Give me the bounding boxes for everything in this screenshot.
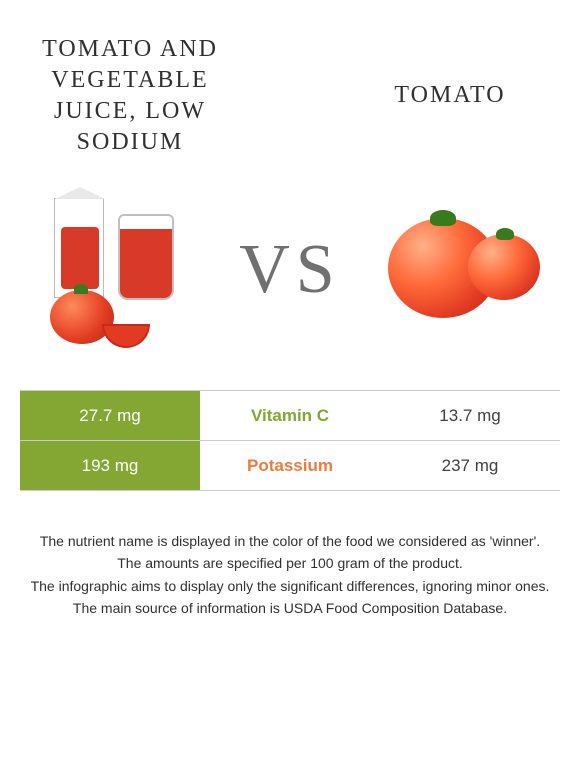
glass-icon <box>118 214 174 300</box>
tomato-slice-icon <box>102 324 150 348</box>
table-row: 193 mgPotassium237 mg <box>20 441 560 491</box>
nutrient-name-cell: Vitamin C <box>200 391 380 440</box>
vs-label: VS <box>239 230 340 310</box>
nutrient-table: 27.7 mgVitamin C13.7 mg193 mgPotassium23… <box>20 390 560 491</box>
left-value-cell: 27.7 mg <box>20 391 200 440</box>
footnote-line: The nutrient name is displayed in the co… <box>30 531 550 551</box>
right-food-title: TOMATO <box>350 80 550 111</box>
small-tomato-icon <box>468 234 540 300</box>
juice-illustration <box>40 190 200 350</box>
carton-icon <box>54 198 104 298</box>
left-value-cell: 193 mg <box>20 441 200 490</box>
left-food-title: TOMATO AND VEGETABLE JUICE, LOW SODIUM <box>30 34 230 159</box>
comparison-row: VS <box>0 170 580 370</box>
right-value-cell: 13.7 mg <box>380 391 560 440</box>
nutrient-name-cell: Potassium <box>200 441 380 490</box>
right-value-cell: 237 mg <box>380 441 560 490</box>
tomato-illustration <box>380 190 540 350</box>
footnote-line: The infographic aims to display only the… <box>30 576 550 596</box>
header: TOMATO AND VEGETABLE JUICE, LOW SODIUM T… <box>0 0 580 180</box>
footnote-line: The main source of information is USDA F… <box>30 598 550 618</box>
footnotes: The nutrient name is displayed in the co… <box>0 491 580 618</box>
footnote-line: The amounts are specified per 100 gram o… <box>30 553 550 573</box>
table-row: 27.7 mgVitamin C13.7 mg <box>20 391 560 441</box>
